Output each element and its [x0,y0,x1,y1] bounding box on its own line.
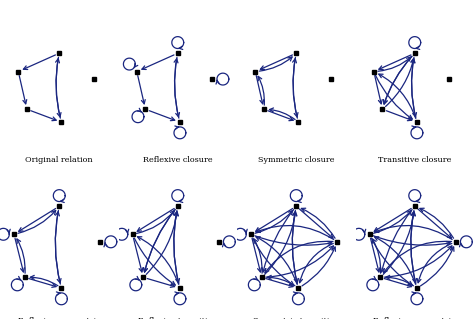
Text: Reflexive closure: Reflexive closure [143,156,212,164]
Text: Reflexive transitive
closure: Reflexive transitive closure [138,317,217,319]
Text: Transitive closure: Transitive closure [378,156,451,164]
Text: Original relation: Original relation [26,156,93,164]
Text: Symmetric transitive
closure: Symmetric transitive closure [254,317,339,319]
Text: Reflexive symmetric
transitive closure: Reflexive symmetric transitive closure [374,317,456,319]
Text: Symmetric closure: Symmetric closure [258,156,335,164]
Text: Reflexive symmetric
closure: Reflexive symmetric closure [18,317,100,319]
